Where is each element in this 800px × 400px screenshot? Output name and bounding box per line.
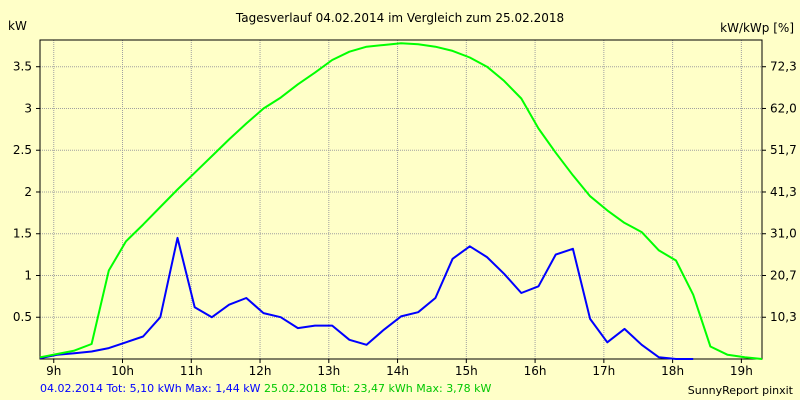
x-tick-label: 13h (317, 364, 340, 378)
x-tick-label: 15h (455, 364, 478, 378)
legend-footer: 04.02.2014 Tot: 5,10 kWh Max: 1,44 kW 25… (40, 382, 491, 395)
series-line-2018 (39, 42, 763, 360)
series-line-2014 (39, 236, 694, 360)
x-tick-label: 9h (46, 364, 61, 378)
axes (36, 39, 766, 363)
y-tick-label-left: 3.5 (13, 60, 32, 74)
y-tick-label-left: 1 (24, 268, 32, 282)
y-tick-label-left: 1.5 (13, 227, 32, 241)
y-tick-label-left: 3 (24, 101, 32, 115)
plot-frame (39, 39, 763, 360)
legend-series-2014: 04.02.2014 Tot: 5,10 kWh Max: 1,44 kW (40, 382, 261, 395)
y-tick-label-right: 20,7 (770, 268, 797, 282)
tick-labels: 0.5 10,3 1 20,7 1.5 31,0 2 41,3 2.5 51,7 3 62,0 3.5 7… (13, 60, 797, 378)
y-tick-label-right: 72,3 (770, 60, 797, 74)
y-axis-left-label: kW (8, 19, 27, 33)
x-tick-label: 10h (111, 364, 134, 378)
x-tick-label: 19h (730, 364, 753, 378)
x-tick-label: 18h (661, 364, 684, 378)
x-tick-label: 14h (386, 364, 409, 378)
series-layer (39, 42, 763, 360)
y-tick-label-right: 41,3 (770, 185, 797, 199)
y-tick-label-left: 2 (24, 185, 32, 199)
x-tick-label: 16h (524, 364, 547, 378)
y-axis-right-label: kW/kWp [%] (720, 21, 794, 35)
legend-series-2018: 25.02.2018 Tot: 23,47 kWh Max: 3,78 kW (263, 382, 492, 395)
credit-text: SunnyReport pinxit (687, 384, 793, 397)
y-tick-label-right: 10,3 (770, 310, 797, 324)
y-tick-label-right: 31,0 (770, 227, 797, 241)
y-tick-label-left: 0.5 (13, 310, 32, 324)
grid (40, 40, 762, 359)
y-tick-label-left: 2.5 (13, 143, 32, 157)
chart-title: Tagesverlauf 04.02.2014 im Vergleich zum… (235, 11, 565, 25)
y-tick-label-right: 62,0 (770, 101, 797, 115)
y-tick-label-right: 51,7 (770, 143, 797, 157)
x-tick-label: 17h (592, 364, 615, 378)
x-tick-label: 11h (180, 364, 203, 378)
x-tick-label: 12h (249, 364, 272, 378)
